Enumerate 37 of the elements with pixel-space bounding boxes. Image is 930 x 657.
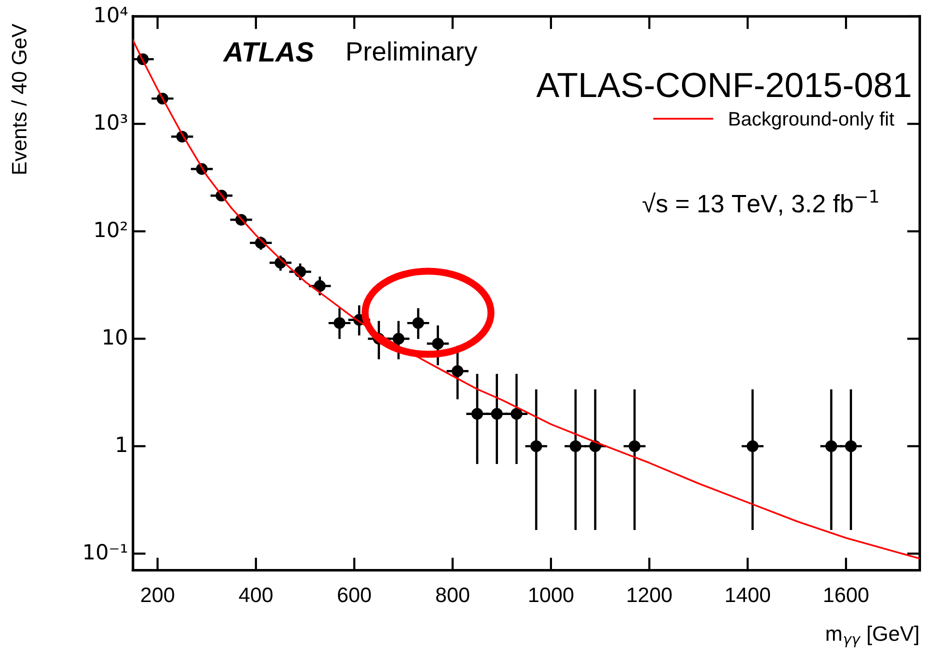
y-axis-title: Events / 40 GeV	[11, 24, 27, 174]
point	[314, 280, 326, 292]
point	[412, 317, 424, 329]
point	[491, 408, 503, 420]
point	[510, 408, 522, 420]
x-tick-label: 800	[436, 587, 470, 602]
point	[471, 408, 484, 420]
y-tick-label: 10³	[96, 114, 128, 130]
annotation: ATLAS-CONF-2015-081	[536, 72, 910, 98]
x-tick-label: 600	[338, 587, 371, 602]
x-tick-label: 400	[239, 587, 272, 602]
point	[825, 440, 838, 452]
point	[570, 440, 582, 452]
y-tick-label: 10²	[96, 222, 127, 238]
y-tick-label: 1	[117, 436, 126, 452]
annotation: √s = 13 TeV, 3.2 fb$^{−1}$	[642, 190, 878, 216]
line-series	[132, 39, 920, 560]
annotation: Preliminary	[348, 41, 478, 66]
x-tick-label: 1600	[824, 587, 868, 602]
y-tick-label: 10⁴	[96, 6, 128, 22]
point	[746, 440, 758, 452]
x-tick-label: 200	[141, 587, 174, 602]
x-tick-label: 1400	[726, 587, 770, 602]
y-tick-label: 10	[104, 329, 127, 345]
point	[530, 440, 542, 452]
annotation: ATLAS	[222, 42, 314, 62]
legend-label: Background-only fit	[730, 111, 894, 130]
point	[334, 317, 346, 329]
x-tick-label: 1000	[529, 587, 574, 602]
point	[628, 440, 640, 452]
point	[432, 338, 444, 350]
x-axis-title: m$_{γγ}$ [GeV]	[826, 626, 918, 648]
x-tick-label: 1200	[628, 587, 672, 602]
point	[392, 332, 404, 345]
y-tick-label: 10⁻¹	[84, 544, 127, 560]
point	[845, 440, 857, 452]
point	[452, 365, 464, 377]
